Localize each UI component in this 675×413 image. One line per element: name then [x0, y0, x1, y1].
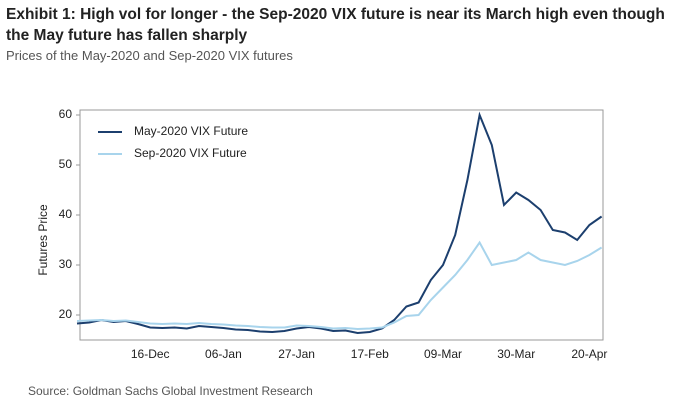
x-tick-label: 06-Jan: [205, 347, 242, 361]
y-tick-label: 50: [59, 157, 73, 171]
legend-label: May-2020 VIX Future: [134, 124, 248, 138]
y-tick-label: 30: [59, 257, 73, 271]
plot-frame: [79, 109, 604, 341]
source: Source: Goldman Sachs Global Investment …: [28, 384, 313, 398]
y-tick-label: 20: [59, 307, 73, 321]
x-tick-label: 27-Jan: [278, 347, 315, 361]
x-tick-label: 30-Mar: [497, 347, 535, 361]
title: Exhibit 1: High vol for longer - the Sep…: [6, 6, 665, 44]
y-tick-label: 60: [59, 107, 73, 121]
x-tick-label: 20-Apr: [571, 347, 607, 361]
subtitle: Prices of the May-2020 and Sep-2020 VIX …: [6, 48, 293, 63]
line-series: [76, 240, 603, 331]
x-tick-label: 16-Dec: [131, 347, 170, 361]
y-tick-label: 40: [59, 207, 73, 221]
x-tick-label: 17-Feb: [351, 347, 389, 361]
y-axis-label: Futures Price: [36, 204, 50, 276]
x-tick-label: 09-Mar: [424, 347, 462, 361]
line-series: [76, 111, 603, 335]
legend-label: Sep-2020 VIX Future: [134, 146, 247, 160]
